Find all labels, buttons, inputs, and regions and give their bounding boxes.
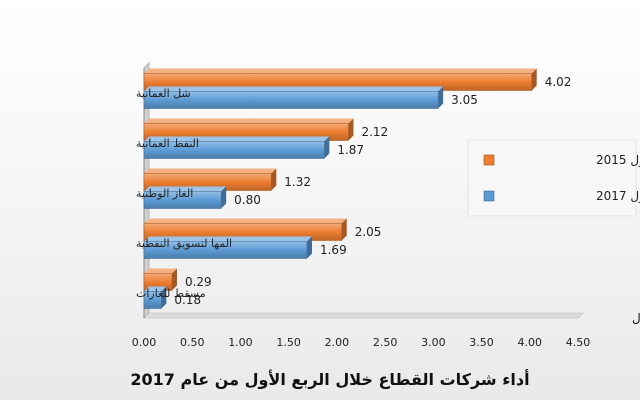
bar-side-face — [324, 136, 330, 159]
bar-top-face — [144, 86, 444, 92]
data-label: 2.12 — [361, 125, 388, 139]
legend-swatch — [483, 190, 495, 202]
legend-entry: الربع الأول 2015 — [596, 152, 640, 168]
x-tick-label: 1.00 — [228, 336, 253, 349]
category-label: الغاز الوطنية — [136, 187, 193, 200]
bar-side-face — [348, 118, 354, 141]
bar — [143, 191, 222, 209]
x-tick-label: 1.50 — [276, 336, 301, 349]
bar — [143, 241, 308, 259]
bar-top-face — [144, 118, 354, 124]
data-label: 0.29 — [185, 275, 212, 289]
bar — [143, 91, 439, 109]
legend-box — [467, 139, 637, 217]
legend-swatch — [483, 154, 495, 166]
data-label: 1.69 — [320, 243, 347, 257]
chart-title: أداء شركات القطاع خلال الربع الأول من عا… — [130, 369, 529, 389]
data-label: 0.80 — [234, 193, 261, 207]
bar-side-face — [438, 86, 444, 109]
unit-label: بالمليون ريال — [632, 311, 640, 326]
data-label: 4.02 — [545, 75, 572, 89]
bar-top-face — [144, 236, 312, 242]
category-label: شل العمانية — [136, 87, 191, 100]
bar-top-face — [144, 168, 277, 174]
category-label: المها لتسويق النفطية — [136, 237, 232, 251]
bar-side-face — [341, 218, 347, 241]
x-tick-label: 2.50 — [373, 336, 398, 349]
bar-top-face — [144, 286, 167, 292]
bar — [143, 141, 325, 159]
data-label: 1.32 — [284, 175, 311, 189]
bar-side-face — [306, 236, 312, 259]
x-tick-label: 2.00 — [325, 336, 350, 349]
x-tick-label: 4.00 — [518, 336, 543, 349]
x-tick-label: 4.50 — [566, 336, 591, 349]
x-tick-label: 3.50 — [469, 336, 494, 349]
category-label: النفط العمانية — [136, 137, 199, 150]
bar — [143, 291, 162, 309]
bar-top-face — [144, 68, 537, 74]
bar-side-face — [171, 268, 177, 291]
bar-side-face — [221, 186, 227, 209]
bar-top-face — [144, 268, 177, 274]
bar-top-face — [144, 136, 330, 142]
x-tick-label: 3.00 — [421, 336, 446, 349]
bar-side-face — [531, 68, 537, 91]
bar-side-face — [271, 168, 277, 191]
bar-top-face — [144, 218, 347, 224]
data-label: 1.87 — [337, 143, 364, 157]
data-label: 2.05 — [355, 225, 382, 239]
bar-top-face — [144, 186, 227, 192]
data-label: 3.05 — [451, 93, 478, 107]
data-label: 0.18 — [174, 293, 201, 307]
x-tick-label: 0.00 — [132, 336, 157, 349]
bar-side-face — [161, 286, 167, 309]
x-tick-label: 0.50 — [180, 336, 205, 349]
axis-floor — [143, 312, 584, 319]
category-label: مسقط للغازات — [136, 287, 206, 300]
legend-entry: الربع الأول 2017 — [596, 188, 640, 204]
